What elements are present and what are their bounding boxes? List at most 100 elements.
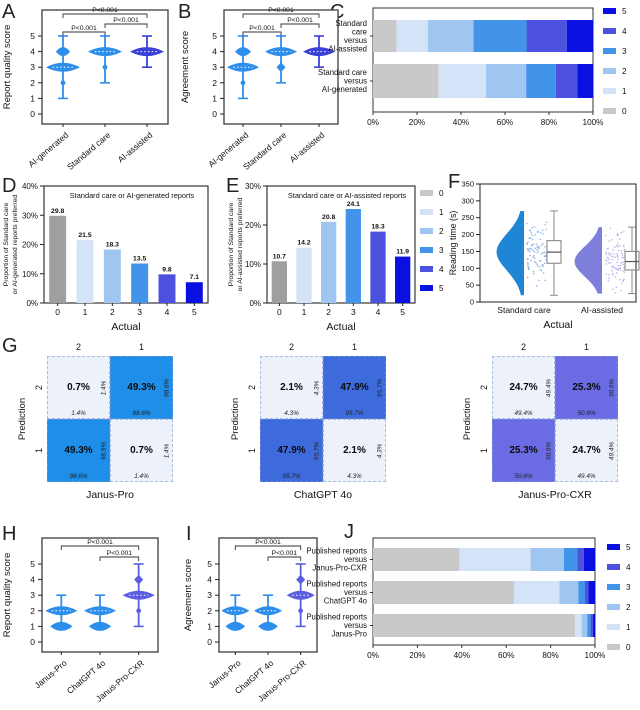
chart-text: 100: [461, 264, 474, 273]
matrix-cell-main: 25.3%: [572, 382, 601, 393]
matrix-row-label: 1: [34, 448, 44, 454]
chart-text: 3: [439, 246, 444, 255]
matrix-cell-side: 1.4%: [100, 380, 108, 395]
chart-text: 5: [30, 31, 35, 41]
chart-text: 14.2: [297, 240, 310, 247]
chart-text: 200: [461, 230, 474, 239]
matrix-title: ChatGPT 4o: [293, 489, 353, 501]
chart-text: 20.8: [322, 214, 335, 221]
chart-text: or AI-generated reports preferred: [12, 195, 19, 295]
chart-text: 0: [30, 637, 35, 647]
matrix-cell: 2.1% 4.3% 4.3%: [260, 356, 323, 419]
chart-text: P<0.001: [287, 17, 313, 24]
matrix-cell-bottom: 98.6%: [132, 410, 151, 417]
matrix-cell-bottom: 95.7%: [282, 473, 301, 480]
chart-text: 60%: [498, 651, 514, 660]
chart-text: Published reports: [306, 580, 367, 589]
chart-text: Proportion of Standard care: [3, 203, 10, 287]
chart-text: Actual: [111, 321, 140, 333]
matrix-row-label: 2: [34, 385, 44, 391]
chart-text: Janus-Pro: [331, 630, 367, 639]
chart-text: 1: [626, 623, 631, 632]
chart-text: P<0.001: [249, 25, 275, 32]
matrix-col-label: 1: [138, 342, 144, 352]
chart-text: 4: [207, 575, 212, 585]
matrix-cell-side: 4.3%: [313, 380, 321, 395]
chart-text: 20%: [22, 241, 38, 250]
chart-text: 21.5: [78, 232, 91, 239]
chart-text: 0: [55, 307, 60, 317]
matrix-cell-bottom: 49.4%: [514, 410, 533, 417]
chart-text: or AI-assisted reports preferred: [237, 197, 244, 291]
matrix-cell-bottom: 95.7%: [345, 410, 364, 417]
chart-text: 50: [466, 281, 474, 290]
chart-text: Janus-Pro-CXR: [312, 564, 367, 573]
chart-text: 1: [83, 307, 88, 317]
matrix-cell-side: 49.4%: [545, 378, 553, 397]
chart-text: 150: [461, 247, 474, 256]
matrix-cell-bottom: 49.4%: [577, 473, 596, 480]
matrix-cell-main: 47.9%: [340, 382, 369, 393]
panel-h-label: H: [2, 523, 17, 545]
chart-text: Report quality score: [2, 553, 13, 637]
confusion-matrix-janus-pro: Prediction 2 1 2 1 0.7% 1.4% 1.4% 49.3% 98.6% 98.6…: [3, 338, 216, 524]
chart-text: 0: [626, 643, 631, 652]
matrix-cell-main: 25.3%: [509, 445, 538, 456]
matrix-col-label: 2: [288, 342, 294, 352]
chart-text: 0: [622, 107, 627, 116]
matrix-row-label: 1: [247, 448, 257, 454]
chart-text: 10%: [22, 270, 38, 279]
panel-a-label: A: [2, 1, 16, 23]
matrix-cell: 49.3% 98.6% 98.6%: [47, 419, 110, 482]
chart-text: 1: [30, 621, 35, 631]
chart-text: 4: [165, 307, 170, 317]
panel-e-bar-chart: Proportion of Standard care or AI-assiste…: [228, 182, 416, 333]
matrix-cell: 0.7% 1.4% 1.4%: [110, 419, 173, 482]
chart-text: 0%: [249, 299, 261, 308]
chart-text: 3: [137, 307, 142, 317]
matrix-cell-main: 0.7%: [130, 445, 153, 456]
matrix-cell-side: 50.6%: [545, 441, 553, 460]
panel-g-label: G: [2, 335, 18, 357]
chart-text: 10.7: [273, 253, 286, 260]
chart-text: 100%: [585, 651, 606, 660]
matrix-cell-main: 24.7%: [572, 445, 601, 456]
chart-text: 3: [622, 47, 627, 56]
chart-text: 5: [207, 559, 212, 569]
chart-text: 0%: [26, 299, 38, 308]
chart-text: 4: [626, 563, 631, 572]
chart-text: 3: [30, 590, 35, 600]
matrix-cell-side: 98.6%: [163, 378, 171, 397]
chart-text: 2: [110, 307, 115, 317]
panel-d-label: D: [2, 175, 17, 197]
chart-text: 300: [461, 196, 474, 205]
matrix-cell: 24.7% 49.4% 49.4%: [555, 419, 618, 482]
matrix-cell-bottom: 4.3%: [347, 473, 362, 480]
matrix-row-label: 1: [479, 448, 489, 454]
matrix-cell-bottom: 1.4%: [71, 410, 86, 417]
chart-text: 13.5: [133, 256, 146, 263]
confusion-matrix-janus-pro-cxr: Prediction 2 1 2 1 24.7% 49.4% 49.4% 25.3% 50.6% 5…: [448, 338, 640, 524]
chart-text: 0%: [367, 651, 379, 660]
chart-text: P<0.001: [92, 7, 118, 14]
matrix-cell-main: 2.1%: [343, 445, 366, 456]
matrix-cell-main: 47.9%: [277, 445, 306, 456]
chart-text: 2: [212, 78, 217, 88]
matrix-cell: 25.3% 50.6% 50.6%: [492, 419, 555, 482]
matrix-row-label: 2: [247, 385, 257, 391]
chart-text: 0: [439, 189, 444, 198]
chart-text: 5: [439, 284, 444, 293]
chart-text: versus: [344, 621, 367, 630]
chart-text: 4: [212, 47, 217, 57]
chart-text: 20%: [245, 221, 261, 230]
chart-text: 30%: [245, 182, 261, 191]
chart-text: 2: [207, 606, 212, 616]
chart-text: Standard care or AI-assisted reports: [288, 191, 407, 200]
chart-text: 5: [626, 543, 631, 552]
chart-text: 18.3: [371, 224, 384, 231]
chart-text: 60%: [497, 118, 513, 127]
chart-text: versus: [344, 555, 367, 564]
chart-text: 40%: [22, 182, 38, 191]
